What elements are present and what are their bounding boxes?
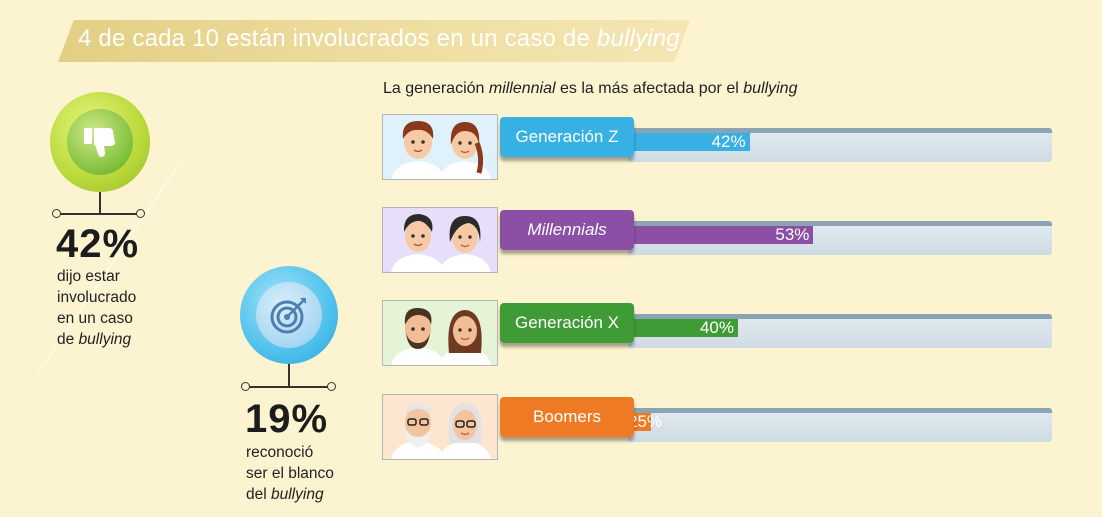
title-banner bbox=[58, 20, 690, 62]
stat-value: 19% bbox=[245, 397, 329, 441]
bar-value-label: 53% bbox=[775, 225, 810, 244]
generation-x-photo bbox=[382, 300, 498, 366]
chart-subtitle: La generación millennial es la más afect… bbox=[383, 80, 798, 97]
boomers-photo bbox=[382, 394, 498, 460]
bar-row-generacion-z: 42% Generación Z bbox=[382, 114, 1054, 180]
bar-track: 25% bbox=[628, 408, 1052, 442]
connector-dot bbox=[241, 382, 250, 391]
category-label: Generación X bbox=[500, 303, 634, 343]
category-label: Generación Z bbox=[500, 117, 634, 157]
bar-millennials bbox=[628, 226, 814, 244]
page-title: 4 de cada 10 están involucrados en un ca… bbox=[78, 25, 680, 52]
thumbs-down-icon bbox=[84, 128, 115, 157]
millennials-photo bbox=[382, 207, 498, 273]
bar-generacion-x bbox=[628, 319, 738, 337]
connector-dot bbox=[327, 382, 336, 391]
stat-description: reconoció ser el blanco del bullying bbox=[246, 444, 334, 503]
stat-connector bbox=[58, 213, 140, 215]
stat-connector bbox=[247, 386, 331, 388]
bar-value-label: 42% bbox=[711, 132, 746, 151]
stat-connector bbox=[288, 364, 290, 386]
bar-generacion-z bbox=[628, 133, 750, 151]
stat-value: 42% bbox=[56, 222, 140, 266]
stat-circle-target bbox=[240, 266, 338, 364]
stat-description: dijo estar involucrado en un caso de bul… bbox=[57, 268, 137, 348]
bar-value-label: 40% bbox=[699, 318, 734, 337]
bar-track: 42% bbox=[628, 128, 1052, 162]
category-label: Boomers bbox=[500, 397, 634, 437]
bar-track: 40% bbox=[628, 314, 1052, 348]
category-label: Millennials bbox=[500, 210, 634, 250]
stat-connector bbox=[99, 192, 101, 214]
bar-track: 53% bbox=[628, 221, 1052, 255]
stat-circle-involved bbox=[50, 92, 150, 192]
connector-dot bbox=[52, 209, 61, 218]
bar-row-millennials: 53% Millennials bbox=[382, 207, 1054, 273]
connector-dot bbox=[136, 209, 145, 218]
bar-row-generacion-x: 40% Generación X bbox=[382, 300, 1054, 366]
bar-row-boomers: 25% Boomers bbox=[382, 394, 1054, 460]
generation-z-photo bbox=[382, 114, 498, 180]
bar-value-label: 25% bbox=[628, 412, 663, 431]
target-icon bbox=[270, 298, 306, 334]
